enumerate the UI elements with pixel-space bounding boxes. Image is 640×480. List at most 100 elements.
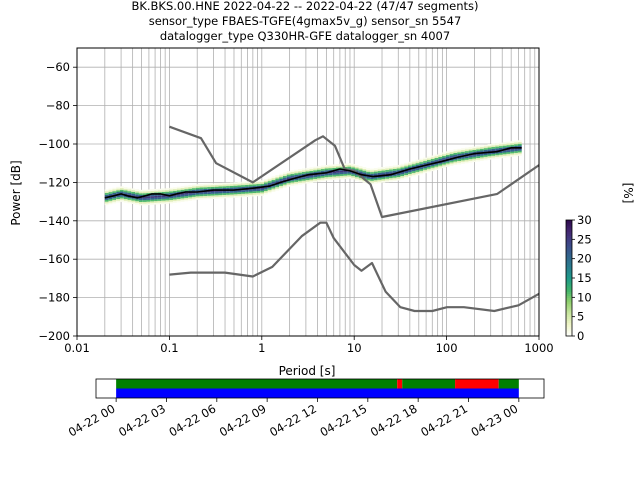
density-cell	[214, 191, 219, 194]
density-cell	[411, 162, 416, 165]
density-cell	[491, 155, 496, 158]
density-cell	[328, 166, 333, 169]
density-cell	[131, 202, 136, 205]
density-cell	[517, 143, 522, 146]
density-cell	[483, 153, 488, 156]
density-cell	[332, 167, 337, 170]
density-cell	[214, 196, 219, 199]
density-cell	[173, 190, 177, 193]
density-cell	[298, 169, 302, 171]
colorbar-segment	[566, 314, 572, 318]
density-cell	[245, 183, 249, 185]
density-cell	[400, 167, 405, 170]
density-cell	[336, 176, 340, 178]
density-cell	[464, 151, 469, 153]
colorbar-segment	[566, 318, 572, 322]
density-cell	[358, 166, 363, 168]
density-cell	[146, 189, 151, 192]
density-cell	[286, 171, 291, 173]
density-cell	[351, 176, 355, 178]
density-cell	[453, 149, 458, 152]
density-cell	[502, 145, 507, 148]
density-cell	[373, 169, 378, 172]
density-cell	[260, 194, 264, 196]
density-cell	[229, 185, 234, 188]
density-cell	[377, 176, 382, 179]
density-cell	[199, 197, 204, 200]
density-cell	[256, 185, 261, 188]
density-cell	[377, 169, 382, 172]
density-cell	[218, 184, 223, 187]
density-cell	[271, 178, 276, 180]
colorbar-segment	[566, 229, 572, 233]
density-cell	[256, 184, 261, 186]
density-cell	[461, 153, 465, 156]
density-cell	[203, 195, 208, 198]
density-cell	[161, 197, 166, 199]
density-cell	[483, 158, 488, 161]
density-cell	[226, 196, 230, 199]
density-cell	[449, 150, 454, 153]
x-axis-ticks: 0.01 0.1 1 10 100 1000	[64, 336, 554, 355]
density-cell	[275, 180, 280, 182]
density-cell	[313, 166, 318, 169]
density-cell	[260, 190, 264, 193]
density-cell	[123, 200, 128, 203]
colorbar-tick-label: 30	[577, 213, 592, 227]
density-cell	[514, 140, 518, 143]
density-cell	[199, 194, 204, 197]
density-cell	[176, 198, 181, 201]
density-cell	[461, 160, 465, 163]
density-cell	[320, 170, 325, 173]
density-cell	[161, 188, 166, 191]
density-cell	[514, 149, 518, 152]
density-cell	[517, 141, 522, 144]
density-cell	[290, 173, 295, 176]
density-cell	[358, 169, 363, 172]
density-cell	[339, 175, 344, 178]
density-cell	[517, 150, 522, 153]
density-cell	[430, 169, 435, 172]
density-cell	[464, 152, 469, 155]
density-cell	[408, 170, 412, 173]
density-cell	[343, 172, 348, 174]
density-cell	[290, 172, 295, 174]
density-cell	[419, 163, 424, 166]
density-cell	[396, 173, 401, 176]
density-cell	[184, 194, 189, 197]
density-cell	[419, 158, 424, 161]
density-cell	[169, 192, 174, 195]
density-cell	[370, 180, 374, 183]
density-cell	[487, 149, 492, 152]
density-cell	[453, 152, 458, 155]
density-cell	[495, 151, 499, 154]
density-cell	[298, 182, 302, 185]
density-cell	[449, 164, 454, 166]
density-cell	[203, 187, 208, 190]
colorbar-segment	[566, 239, 572, 242]
density-cell	[309, 181, 314, 183]
density-cell	[256, 180, 261, 183]
density-cell	[290, 178, 295, 181]
density-cell	[188, 186, 192, 189]
density-cell	[142, 203, 147, 206]
density-cell	[271, 179, 276, 182]
density-cell	[154, 199, 158, 202]
density-cell	[191, 198, 196, 201]
density-cell	[434, 156, 439, 158]
density-cell	[218, 188, 223, 190]
density-cell	[226, 194, 230, 197]
density-cell	[150, 197, 155, 200]
density-cell	[298, 177, 302, 180]
density-cell	[263, 178, 268, 181]
density-cell	[419, 160, 424, 163]
density-cell	[389, 178, 393, 180]
density-cell	[411, 160, 416, 163]
density-cell	[487, 145, 492, 148]
density-cell	[267, 189, 272, 192]
density-cell	[377, 181, 382, 184]
density-cell	[358, 179, 363, 182]
density-cell	[271, 181, 276, 184]
density-cell	[146, 191, 151, 194]
title-line-2: sensor_type FBAES-TGFE(4gmax5v_g) sensor…	[149, 14, 462, 28]
